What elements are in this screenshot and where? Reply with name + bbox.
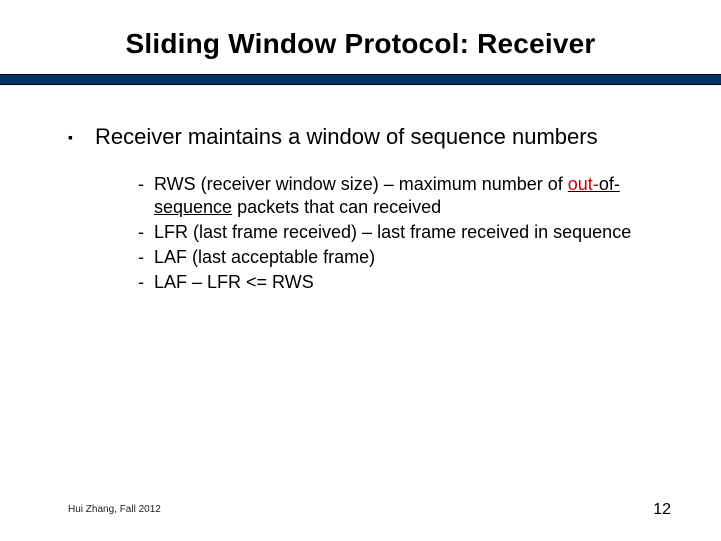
- sub-bullet-item: - LFR (last frame received) – last frame…: [138, 221, 661, 244]
- sub-bullet-item: - LAF (last acceptable frame): [138, 246, 661, 269]
- slide-content: ▪ Receiver maintains a window of sequenc…: [0, 85, 721, 294]
- footer-author: Hui Zhang, Fall 2012: [68, 504, 161, 515]
- bullet-square-icon: ▪: [68, 129, 73, 145]
- main-bullet: ▪ Receiver maintains a window of sequenc…: [68, 123, 661, 151]
- sub-bullet-text: LAF – LFR <= RWS: [154, 271, 661, 294]
- slide: Sliding Window Protocol: Receiver ▪ Rece…: [0, 0, 721, 541]
- dash-icon: -: [138, 173, 144, 196]
- dash-icon: -: [138, 246, 144, 269]
- sub-bullet-item: - RWS (receiver window size) – maximum n…: [138, 173, 661, 219]
- sub-bullet-prefix: RWS (receiver window size) – maximum num…: [154, 174, 568, 194]
- sub-bullet-text: LFR (last frame received) – last frame r…: [154, 221, 661, 244]
- sub-bullet-list: - RWS (receiver window size) – maximum n…: [68, 165, 661, 294]
- dash-icon: -: [138, 271, 144, 294]
- title-divider: [0, 74, 721, 85]
- dash-icon: -: [138, 221, 144, 244]
- footer-page-number: 12: [653, 501, 671, 519]
- slide-title: Sliding Window Protocol: Receiver: [0, 28, 721, 74]
- sub-bullet-text: LAF (last acceptable frame): [154, 246, 661, 269]
- sub-bullet-item: - LAF – LFR <= RWS: [138, 271, 661, 294]
- sub-bullet-text: RWS (receiver window size) – maximum num…: [154, 173, 661, 219]
- main-bullet-text: Receiver maintains a window of sequence …: [95, 123, 661, 151]
- sub-bullet-suffix: packets that can received: [232, 197, 441, 217]
- sub-bullet-highlight-red: out-: [568, 174, 599, 194]
